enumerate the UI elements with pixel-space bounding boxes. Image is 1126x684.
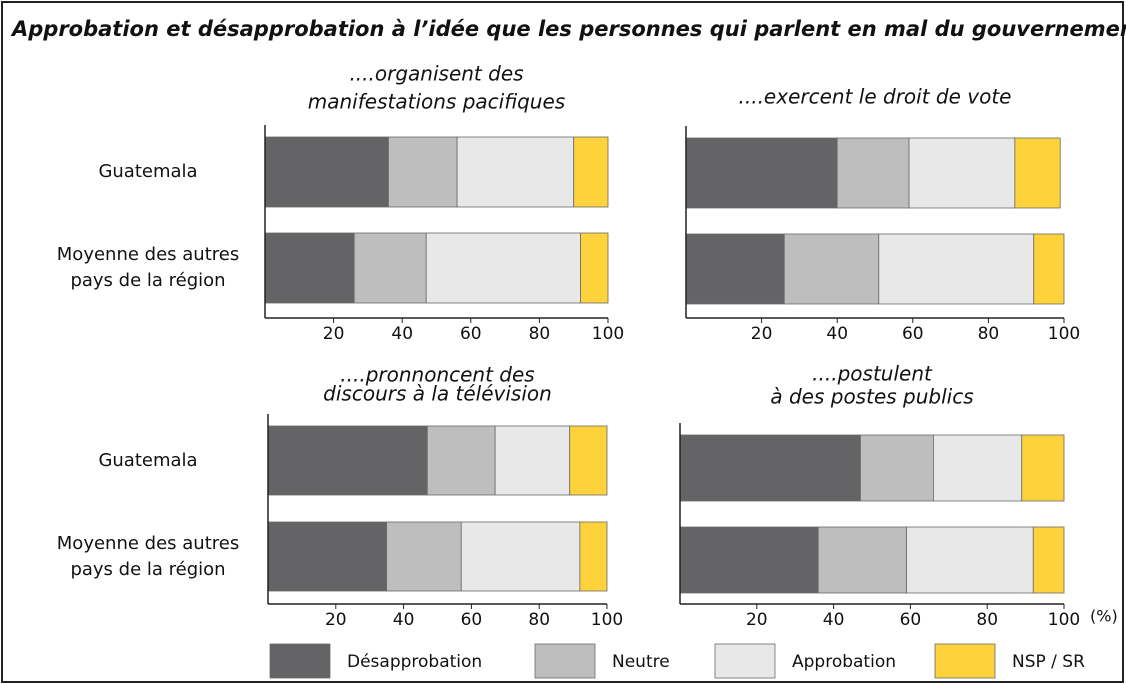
panel-title: manifestations pacifiques	[308, 90, 565, 114]
bar-segment	[933, 434, 1023, 502]
bar-segment	[580, 232, 609, 304]
legend-swatch	[269, 643, 331, 679]
bar-segment	[908, 137, 1016, 209]
legend-label: Neutre	[612, 652, 670, 672]
bar-segment	[267, 425, 428, 496]
legend-label: Approbation	[792, 652, 896, 672]
bar-segment	[569, 425, 608, 496]
panel-title: à des postes publics	[770, 385, 973, 409]
legend-swatch	[534, 643, 596, 679]
x-tick-label: 80	[976, 610, 998, 630]
x-tick-label: 80	[529, 324, 551, 344]
bar-segment	[267, 521, 388, 592]
legend-swatch	[934, 643, 996, 679]
x-tick-label: 100	[591, 610, 623, 630]
bar-segment	[494, 425, 571, 496]
bar-segment	[425, 232, 581, 304]
bar-segment	[264, 136, 389, 208]
unit-label: (%)	[1090, 607, 1118, 626]
x-tick-label: 60	[900, 610, 922, 630]
bar-segment	[573, 136, 609, 208]
bar-segment	[456, 136, 575, 208]
row-label: Guatemala	[98, 449, 198, 471]
panel-title: ....postulent	[812, 362, 933, 386]
row-label: Guatemala	[98, 161, 198, 182]
x-tick-label: 100	[1048, 610, 1080, 630]
x-tick-label: 40	[393, 610, 415, 630]
bar-segment	[1021, 434, 1065, 502]
x-tick-label: 100	[1048, 324, 1080, 344]
panel-title: ....pronnoncent des	[340, 363, 534, 387]
x-tick-label: 20	[325, 610, 347, 630]
x-tick-label: 80	[978, 324, 1000, 344]
x-tick-label: 20	[751, 324, 773, 344]
bar-segment	[783, 233, 880, 305]
row-label: Moyenne des autres pays de la région	[56, 244, 240, 291]
bar-segment	[386, 521, 462, 592]
x-tick-label: 20	[746, 610, 768, 630]
bar-segment	[679, 434, 861, 502]
legend-label: NSP / SR	[1012, 652, 1085, 672]
x-tick-label: 60	[902, 324, 924, 344]
legend-label: Désapprobation	[347, 652, 482, 672]
row-label: Moyenne des autres pays de la région	[56, 532, 240, 580]
bar-segment	[817, 526, 907, 594]
bar-segment	[264, 232, 355, 304]
bar-segment	[1014, 137, 1061, 209]
bar-segment	[388, 136, 458, 208]
bar-segment	[906, 526, 1034, 594]
panel-title: discours à la télévision	[323, 382, 552, 406]
bar-segment	[579, 521, 608, 592]
x-tick-label: 80	[528, 610, 550, 630]
bar-segment	[836, 137, 910, 209]
x-tick-label: 40	[826, 324, 848, 344]
bar-segment	[1032, 526, 1065, 594]
x-tick-label: 60	[460, 324, 482, 344]
bar-segment	[353, 232, 427, 304]
x-tick-label: 60	[461, 610, 483, 630]
x-tick-label: 40	[391, 324, 413, 344]
panel-title: ....exercent le droit de vote	[739, 85, 1012, 109]
bar-segment	[878, 233, 1035, 305]
legend-swatch	[714, 643, 776, 679]
bar-segment	[1033, 233, 1065, 305]
chart-title: Approbation et désapprobation à l’idée q…	[10, 17, 1126, 41]
bar-segment	[426, 425, 496, 496]
bar-segment	[860, 434, 934, 502]
bar-segment	[679, 526, 819, 594]
x-tick-label: 20	[323, 324, 345, 344]
x-tick-label: 40	[823, 610, 845, 630]
bar-segment	[685, 233, 785, 305]
x-tick-label: 100	[592, 324, 624, 344]
bar-segment	[460, 521, 581, 592]
panel-title: ....organisent des	[349, 62, 523, 86]
bar-segment	[685, 137, 838, 209]
